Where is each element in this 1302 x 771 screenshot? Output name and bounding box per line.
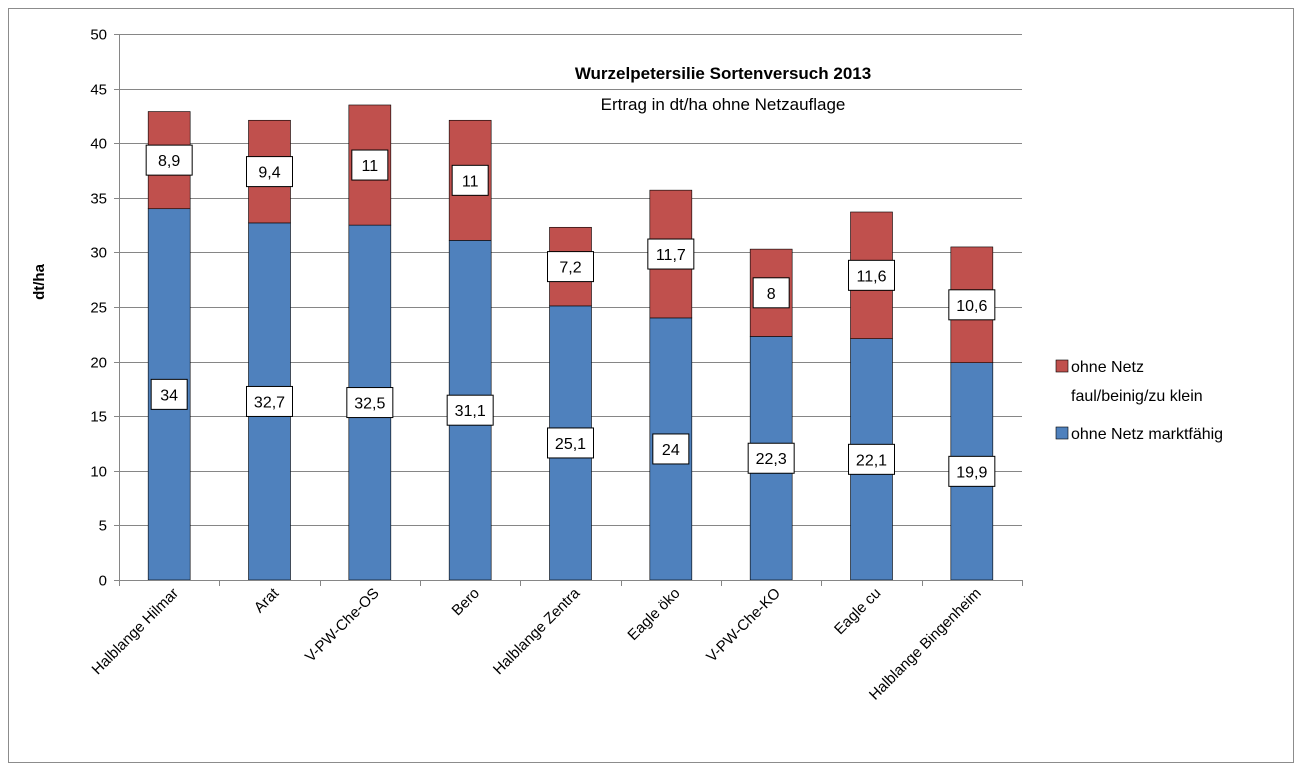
y-tick-label: 20 <box>90 355 107 372</box>
x-tick-label: Eagle cu <box>831 585 884 638</box>
data-label-box <box>652 433 690 465</box>
y-tick-label: 5 <box>99 518 107 535</box>
data-label: 32,5 <box>354 396 385 413</box>
data-label: 11 <box>362 158 379 175</box>
data-label: 19,9 <box>956 464 987 481</box>
x-tick-label: Bero <box>449 585 483 619</box>
x-tick-label: Arat <box>251 584 283 616</box>
data-label: 7,2 <box>559 260 581 277</box>
x-tick-label: Eagle öko <box>624 585 683 644</box>
y-tick-label: 10 <box>90 464 107 481</box>
data-label-box <box>747 442 795 474</box>
data-label: 11 <box>462 173 479 190</box>
chart-frame <box>8 8 1294 763</box>
x-tick-label: Halblange Zentra <box>490 584 584 678</box>
y-tick-label: 30 <box>90 245 107 262</box>
chart-subtitle: Ertrag in dt/ha ohne Netzauflage <box>601 95 846 114</box>
x-tick-label: V-PW-Che-OS <box>302 585 383 666</box>
data-label-box <box>451 164 489 196</box>
data-label: 31,1 <box>455 403 486 420</box>
legend-swatch <box>1055 426 1069 440</box>
legend-swatch <box>1055 359 1069 373</box>
data-label-box <box>145 144 193 176</box>
y-tick-label: 15 <box>90 409 107 426</box>
data-label: 11,7 <box>656 247 686 264</box>
data-label: 9,4 <box>258 165 280 182</box>
data-label-box <box>547 427 594 459</box>
data-label: 8 <box>767 286 776 303</box>
y-tick-label: 25 <box>90 300 107 317</box>
data-label: 8,9 <box>158 153 180 170</box>
data-label-box <box>547 251 594 283</box>
data-label: 24 <box>662 442 680 459</box>
y-axis-label: dt/ha <box>31 263 48 299</box>
data-label-box <box>351 149 389 181</box>
data-label-box <box>948 455 996 487</box>
data-label-box <box>346 387 394 419</box>
data-label: 34 <box>160 387 178 404</box>
data-label: 10,6 <box>956 298 987 315</box>
y-tick-label: 50 <box>90 27 107 44</box>
y-tick-label: 40 <box>90 136 107 153</box>
data-label-box <box>246 156 293 188</box>
data-label: 22,3 <box>756 451 787 468</box>
y-tick-label: 35 <box>90 191 107 208</box>
legend-label: faul/beinig/zu klein <box>1071 388 1203 405</box>
data-label-box <box>848 259 895 291</box>
data-label-box <box>647 238 695 270</box>
y-tick-label: 45 <box>90 82 107 99</box>
legend-label: ohne Netz <box>1071 359 1144 376</box>
data-label-box <box>446 394 494 426</box>
data-label: 11,6 <box>857 268 887 285</box>
data-label-box <box>752 277 790 309</box>
chart-title: Wurzelpetersilie Sortenversuch 2013 <box>575 64 871 83</box>
data-label-box <box>246 385 293 417</box>
legend-label: ohne Netz marktfähig <box>1071 426 1223 443</box>
data-label-box <box>848 443 895 475</box>
data-label-box <box>948 289 996 321</box>
x-tick-label: Halblange Hilmar <box>89 585 182 678</box>
data-label: 25,1 <box>555 436 586 453</box>
x-tick-label: V-PW-Che-KO <box>703 585 784 666</box>
legend: ohne Netz faul/beinig/zu klein ohne Netz m… <box>1055 359 1223 443</box>
data-label-box <box>150 378 188 410</box>
data-label: 32,7 <box>254 394 285 411</box>
x-tick-label: Halblange Bingenheim <box>866 585 985 704</box>
data-labels: 34 8,9 32,7 9,4 32,5 11 31,1 11 25,1 7,2 24 11,7 22,… <box>145 144 996 487</box>
data-label: 22,1 <box>856 452 887 469</box>
y-tick-label: 0 <box>99 573 107 590</box>
